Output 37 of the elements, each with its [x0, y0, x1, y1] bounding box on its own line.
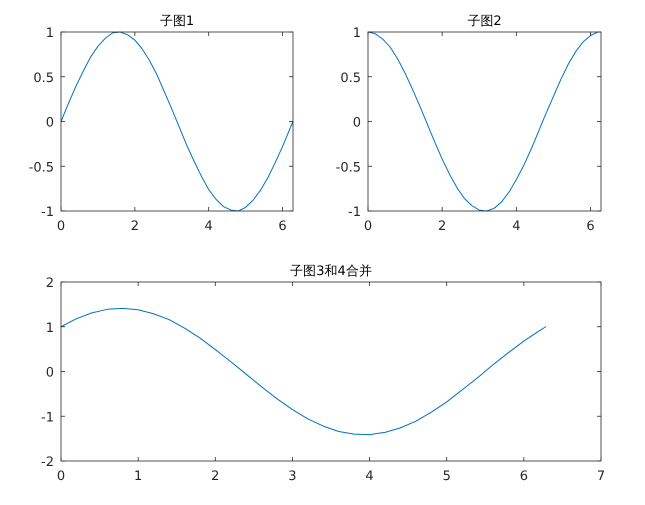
line-series: [368, 32, 602, 212]
x-tick-label: 0: [364, 219, 372, 234]
line-series: [60, 32, 294, 212]
y-tick-label: 1: [46, 320, 54, 336]
x-tick-label: 6: [278, 219, 287, 234]
x-tick-label: 1: [134, 469, 142, 484]
y-tick-label: -1: [348, 205, 361, 220]
chart-title: 子图3和4合并: [290, 264, 372, 279]
y-tick-label: -1: [41, 410, 54, 426]
x-tick-label: 4: [365, 469, 374, 484]
x-tick-label: 4: [204, 219, 213, 234]
y-tick-label: -1: [41, 205, 54, 220]
chart-title: 子图2: [467, 14, 502, 29]
y-tick-label: 0: [352, 116, 361, 130]
x-tick-label: 7: [596, 469, 606, 484]
x-tick-label: 0: [56, 219, 66, 234]
y-tick-label: -2: [41, 455, 54, 470]
x-tick-label: 2: [211, 469, 220, 484]
y-tick-label: -0.5: [28, 160, 54, 176]
y-tick-label: 1: [46, 26, 54, 41]
y-tick-label: 2: [46, 276, 54, 291]
line-series: [60, 308, 546, 436]
x-tick-label: 4: [512, 219, 520, 234]
x-tick-label: 3: [288, 469, 297, 484]
y-tick-label: 0.5: [33, 70, 54, 86]
y-tick-label: 0: [46, 366, 54, 380]
chart-title: 子图1: [160, 14, 194, 29]
x-tick-label: 2: [438, 219, 446, 234]
x-tick-label: 2: [130, 219, 139, 234]
y-tick-label: 0.5: [340, 70, 361, 86]
x-tick-label: 6: [586, 219, 595, 234]
x-tick-label: 5: [442, 469, 451, 484]
x-tick-label: 6: [520, 469, 528, 484]
x-tick-label: 0: [56, 469, 66, 484]
y-tick-label: 1: [352, 26, 361, 41]
y-tick-label: 0: [46, 116, 54, 130]
y-tick-label: -0.5: [336, 160, 361, 176]
